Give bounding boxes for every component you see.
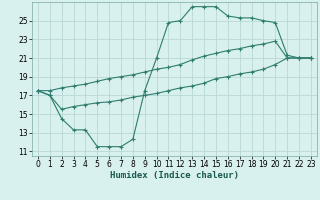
X-axis label: Humidex (Indice chaleur): Humidex (Indice chaleur) bbox=[110, 171, 239, 180]
